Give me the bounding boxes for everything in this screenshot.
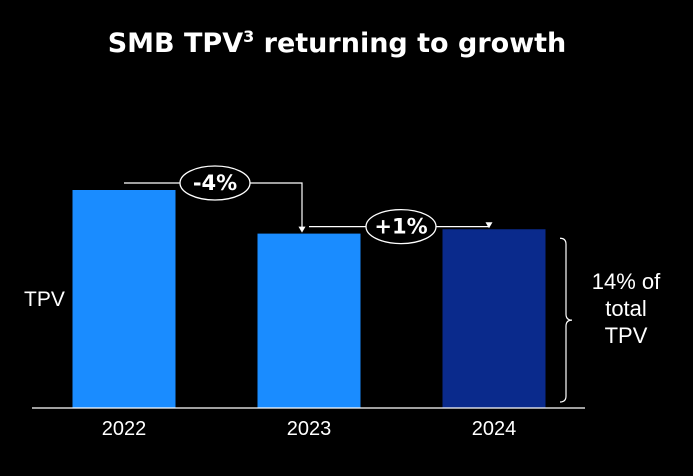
- change-arrowhead-2022-2023: [298, 226, 306, 233]
- bar-2023: [257, 233, 361, 408]
- annotation-line-3: TPV: [605, 323, 648, 348]
- change-connector-2022-2023: [124, 182, 303, 228]
- change-label-2023-2024: +1%: [374, 215, 427, 239]
- y-axis-label: TPV: [24, 288, 65, 311]
- x-tick-label-2024: 2024: [472, 418, 517, 440]
- x-tick-label-2022: 2022: [102, 418, 147, 440]
- annotation-bracket: [559, 237, 573, 403]
- bar-2022: [72, 190, 176, 408]
- bar-2024: [442, 229, 546, 408]
- x-tick-label-2023: 2023: [287, 418, 332, 440]
- change-oval-2022-2023: [179, 165, 251, 201]
- change-oval-2023-2024: [365, 208, 437, 245]
- chart-title: SMB TPV3 returning to growth: [108, 27, 567, 59]
- annotation-line-2: total: [605, 296, 647, 321]
- change-label-2022-2023: -4%: [193, 171, 237, 195]
- annotation-line-1: 14% of: [592, 269, 661, 294]
- change-arrowhead-2023-2024: [485, 222, 493, 229]
